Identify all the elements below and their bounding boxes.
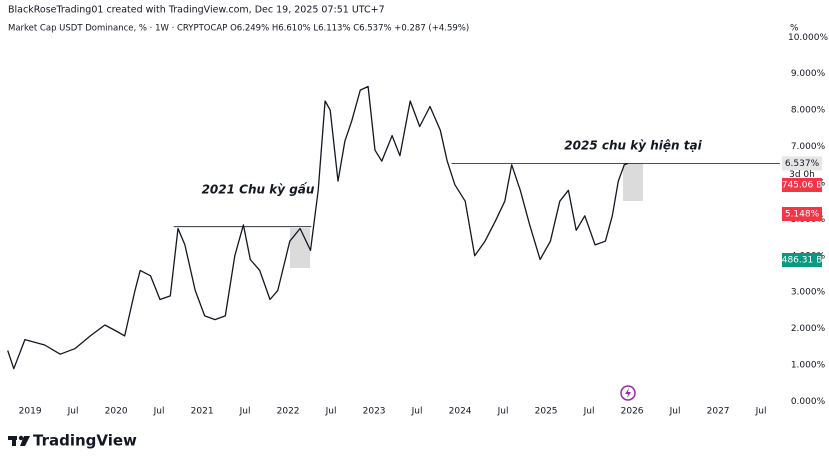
- last-price-label: 6.537%: [785, 159, 820, 169]
- x-tick-label: 2020: [105, 407, 128, 417]
- side-label-box: [782, 207, 822, 222]
- side-label-box: [782, 253, 822, 267]
- y-tick-label: 0.000%: [791, 397, 826, 407]
- logo-shape: [20, 436, 30, 446]
- y-tick-label: 2.000%: [791, 324, 826, 334]
- range-box: [290, 228, 310, 268]
- x-tick-label: Jul: [497, 407, 509, 417]
- event-icon[interactable]: [620, 385, 636, 401]
- x-tick-label: Jul: [67, 407, 79, 417]
- x-tick-label: 2023: [363, 407, 386, 417]
- x-tick-label: 2019: [19, 407, 42, 417]
- credit: BlackRoseTrading01 created with TradingV…: [8, 5, 385, 16]
- side-label: 745.06 B: [782, 181, 823, 191]
- x-tick-label: 2025: [535, 407, 558, 417]
- y-tick-label: 1.000%: [791, 361, 826, 371]
- annotation: 2025 chu kỳ hiện tại: [564, 139, 702, 153]
- side-label: 486.31 B: [782, 256, 823, 266]
- y-tick-label: 7.000%: [791, 142, 826, 152]
- x-tick-label: 2022: [277, 407, 300, 417]
- y-tick-label: 3.000%: [791, 288, 826, 298]
- brand: TradingView: [33, 432, 137, 450]
- x-tick-label: Jul: [411, 407, 423, 417]
- side-label: 5.148%: [785, 210, 820, 220]
- annotation: 2021 Chu kỳ gấu: [202, 183, 315, 197]
- x-tick-label: 2026: [621, 407, 644, 417]
- x-tick-label: 2024: [449, 407, 472, 417]
- x-tick-label: Jul: [669, 407, 681, 417]
- logo: [8, 435, 30, 446]
- side-label-box: [782, 178, 822, 192]
- event-icon-bolt: [625, 388, 631, 398]
- y-tick-label: 10.000%: [788, 33, 828, 43]
- last-price-box: [782, 156, 822, 171]
- y-unit: %: [790, 24, 799, 34]
- range-box: [623, 163, 643, 201]
- x-tick-label: Jul: [325, 407, 337, 417]
- legend: Market Cap USDT Dominance, % · 1W · CRYP…: [8, 24, 469, 34]
- y-tick-label: 8.000%: [791, 106, 826, 116]
- price-line: [7, 85, 629, 370]
- x-tick-label: Jul: [755, 407, 767, 417]
- x-tick-label: Jul: [153, 407, 165, 417]
- logo-shape: [18, 435, 24, 441]
- y-tick-label: 9.000%: [791, 69, 826, 79]
- x-tick-label: Jul: [583, 407, 595, 417]
- x-tick-label: Jul: [239, 407, 251, 417]
- logo-shape: [12, 436, 16, 446]
- x-tick-label: 2027: [707, 407, 730, 417]
- x-tick-label: 2021: [191, 407, 214, 417]
- countdown: 3d 0h: [789, 170, 815, 180]
